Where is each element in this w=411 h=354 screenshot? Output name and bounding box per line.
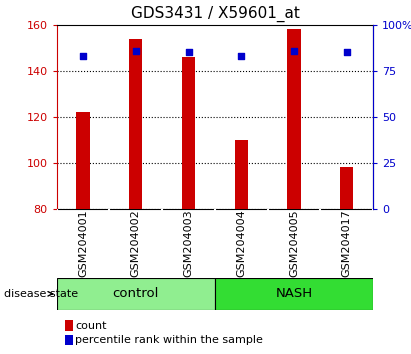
Point [185, 50, 192, 55]
Text: GSM204017: GSM204017 [342, 210, 352, 277]
Point [344, 50, 350, 55]
Bar [215, 278, 373, 310]
Text: GSM204003: GSM204003 [184, 210, 194, 277]
Text: NASH: NASH [275, 287, 313, 300]
Bar [287, 29, 301, 209]
Text: disease state: disease state [4, 289, 78, 299]
Text: GSM204002: GSM204002 [131, 210, 141, 277]
Bar [65, 320, 73, 331]
Point [80, 53, 86, 59]
Text: GSM204004: GSM204004 [236, 210, 246, 277]
Bar [57, 278, 215, 310]
Text: count: count [75, 321, 107, 331]
Text: GSM204001: GSM204001 [78, 210, 88, 277]
Bar [65, 335, 73, 345]
Bar [129, 39, 143, 209]
Point [238, 53, 245, 59]
Text: GSM204005: GSM204005 [289, 210, 299, 277]
Bar [182, 57, 195, 209]
Bar [235, 140, 248, 209]
Title: GDS3431 / X59601_at: GDS3431 / X59601_at [131, 6, 299, 22]
Text: percentile rank within the sample: percentile rank within the sample [75, 335, 263, 345]
Text: control: control [113, 287, 159, 300]
Bar [76, 112, 90, 209]
Point [291, 48, 298, 53]
Point [132, 48, 139, 53]
Bar [340, 167, 353, 209]
